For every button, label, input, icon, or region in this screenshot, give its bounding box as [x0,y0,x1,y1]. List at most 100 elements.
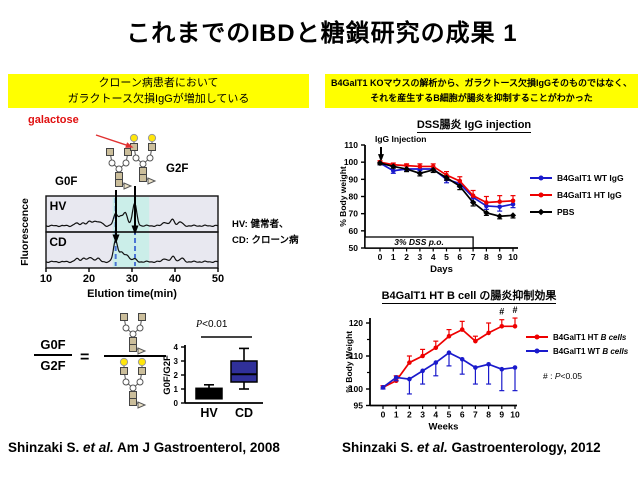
svg-text:60: 60 [349,226,359,236]
svg-text:10: 10 [510,410,520,420]
svg-text:2: 2 [174,371,179,380]
svg-text:9: 9 [497,252,502,262]
boxplot-pvalue: P<0.01 [196,319,227,330]
svg-text:B4GalT1 HT IgG: B4GalT1 HT IgG [557,190,622,200]
svg-text:7: 7 [473,410,478,420]
dss-igg-axes: 50 60 70 80 90 100 110 0 1 2 3 4 5 6 7 8 9 10 Days % Body w… [338,140,518,275]
svg-text:110: 110 [349,351,363,361]
banner-left-line2: ガラクトース欠損IgGが増加している [67,93,250,105]
svg-text:6: 6 [457,252,462,262]
svg-text:HV: HV [50,199,67,213]
svg-text:% Body weight: % Body weight [338,166,348,227]
dss-chart-title: DSS腸炎 IgG injection [384,116,564,133]
galactose-label: galactose [28,114,79,126]
banner-right-line2: それを産生するB細胞が腸炎を抑制することがわかった [370,93,593,103]
bcell-significance-note: # : P<0.05 [543,371,582,381]
svg-text:95: 95 [354,401,364,411]
pvalue-p: P [196,319,203,330]
citation-right-author: Shinzaki S. [342,440,418,455]
fraction-glycans [104,313,166,409]
dss-weight-chart: 50 60 70 80 90 100 110 0 1 2 3 4 5 6 7 8 9 10 Days % Body w… [338,134,624,275]
svg-text:0: 0 [174,399,179,408]
svg-text:IgG Injection: IgG Injection [375,134,426,144]
glycan-diagram [106,133,157,244]
bcell-weight-chart: 95 100 110 120 0 1 2 3 4 5 6 7 8 9 10 Weeks % Body Weigh… [344,305,629,433]
trace-CD [45,239,218,264]
svg-text:3: 3 [174,357,179,366]
svg-text:4: 4 [174,343,179,352]
svg-text:3% DSS p.o.: 3% DSS p.o. [394,237,444,247]
fraction-numerator: G0F [40,337,66,352]
signote-rest: <0.05 [560,371,582,381]
svg-text:5: 5 [447,410,452,420]
svg-text:80: 80 [349,191,359,201]
dss-igg-series-2 [376,159,517,220]
svg-text:G0F/G2F: G0F/G2F [162,355,173,395]
svg-text:6: 6 [460,410,465,420]
hash-significance: # # [499,305,517,317]
dss-chart-title-text: DSS腸炎 IgG injection [416,119,532,133]
bcell-axes: 95 100 110 120 0 1 2 3 4 5 6 7 8 9 10 Weeks % Body Weigh… [344,318,520,433]
svg-text:8: 8 [484,252,489,262]
svg-text:1: 1 [174,385,179,394]
svg-text:#: # [512,305,517,315]
svg-text:4: 4 [431,252,436,262]
g0f-glycan-icon [120,313,147,355]
hplc-panels: HV CD [45,195,219,269]
svg-text:HV: HV [200,406,218,420]
g0f-g2f-fraction: G0F G2F [30,337,76,373]
signote-p: P [554,371,561,381]
svg-text:120: 120 [349,318,363,328]
banner-right-line1: B4GalT1 KOマウスの解析から、ガラクトース欠損IgGそのものではなく、 [330,78,633,88]
pvalue-rest: <0.01 [202,319,228,330]
svg-text:B4GalT1 WT IgG: B4GalT1 WT IgG [557,173,624,183]
box-CD [230,347,258,390]
svg-text:30: 30 [126,273,138,285]
svg-text:#: # [499,307,504,317]
svg-text:7: 7 [471,252,476,262]
svg-text:Elution time(min): Elution time(min) [87,288,177,300]
svg-text:PBS: PBS [557,207,575,217]
svg-text:10: 10 [40,273,52,285]
svg-text:110: 110 [344,140,358,150]
bcell-legend: B4GalT1 HT B cells B4GalT1 WT B cells [526,333,629,356]
citation-right-etal: et al. [417,440,448,455]
svg-text:B4GalT1 WT B cells: B4GalT1 WT B cells [553,347,629,356]
svg-text:Days: Days [430,264,453,275]
svg-text:40: 40 [169,273,181,285]
svg-text:B4GalT1 HT B cells: B4GalT1 HT B cells [553,333,627,342]
g0f-glycan-icon [106,148,133,190]
svg-text:Weeks: Weeks [429,422,459,433]
citation-left-author: Shinzaki S. [8,440,84,455]
citation-left-journal: Am J Gastroenterol, 2008 [113,440,280,455]
dss-treatment-box: 3% DSS p.o. [364,236,474,249]
svg-text:CD: CD [49,235,67,249]
svg-text:0: 0 [378,252,383,262]
svg-text:70: 70 [349,209,359,219]
signote-pre: # : [543,371,555,381]
g0f-glycan-label: G0F [55,176,78,188]
hv-cd-legend: HV: 健常者、 CD: クローン病 [232,217,299,249]
box-HV [195,383,223,400]
hplc-axis: 10 20 30 40 50 Elution time(min) Fluorescence [19,198,224,300]
page-title: これまでのIBDと糖鎖研究の成果 1 [126,20,518,47]
dss-igg-legend: B4GalT1 WT IgG B4GalT1 HT IgG PBS [530,173,624,217]
svg-text:8: 8 [486,410,491,420]
cd-note: CD: クローン病 [232,235,299,246]
trace-HV [45,202,218,228]
svg-text:5: 5 [444,252,449,262]
svg-text:4: 4 [433,410,438,420]
svg-text:Fluorescence: Fluorescence [19,198,31,266]
citation-2008: Shinzaki S. et al. Am J Gastroenterol, 2… [8,440,280,455]
bcell-series-1 [380,350,518,395]
svg-text:CD: CD [235,406,253,420]
igg-injection-annotation: IgG Injection [375,134,426,162]
svg-text:3: 3 [420,410,425,420]
svg-text:10: 10 [508,252,518,262]
svg-text:1: 1 [391,252,396,262]
bcell-chart-title-text: B4GalT1 HT B cell の腸炎抑制効果 [381,290,557,304]
banner-b4galt1-finding: B4GalT1 KOマウスの解析から、ガラクトース欠損IgGそのものではなく、 … [325,74,638,108]
